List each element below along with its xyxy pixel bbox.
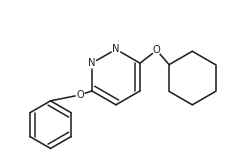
Text: O: O xyxy=(153,45,160,55)
Text: O: O xyxy=(76,90,84,100)
Text: N: N xyxy=(112,44,120,54)
Text: N: N xyxy=(88,58,96,68)
